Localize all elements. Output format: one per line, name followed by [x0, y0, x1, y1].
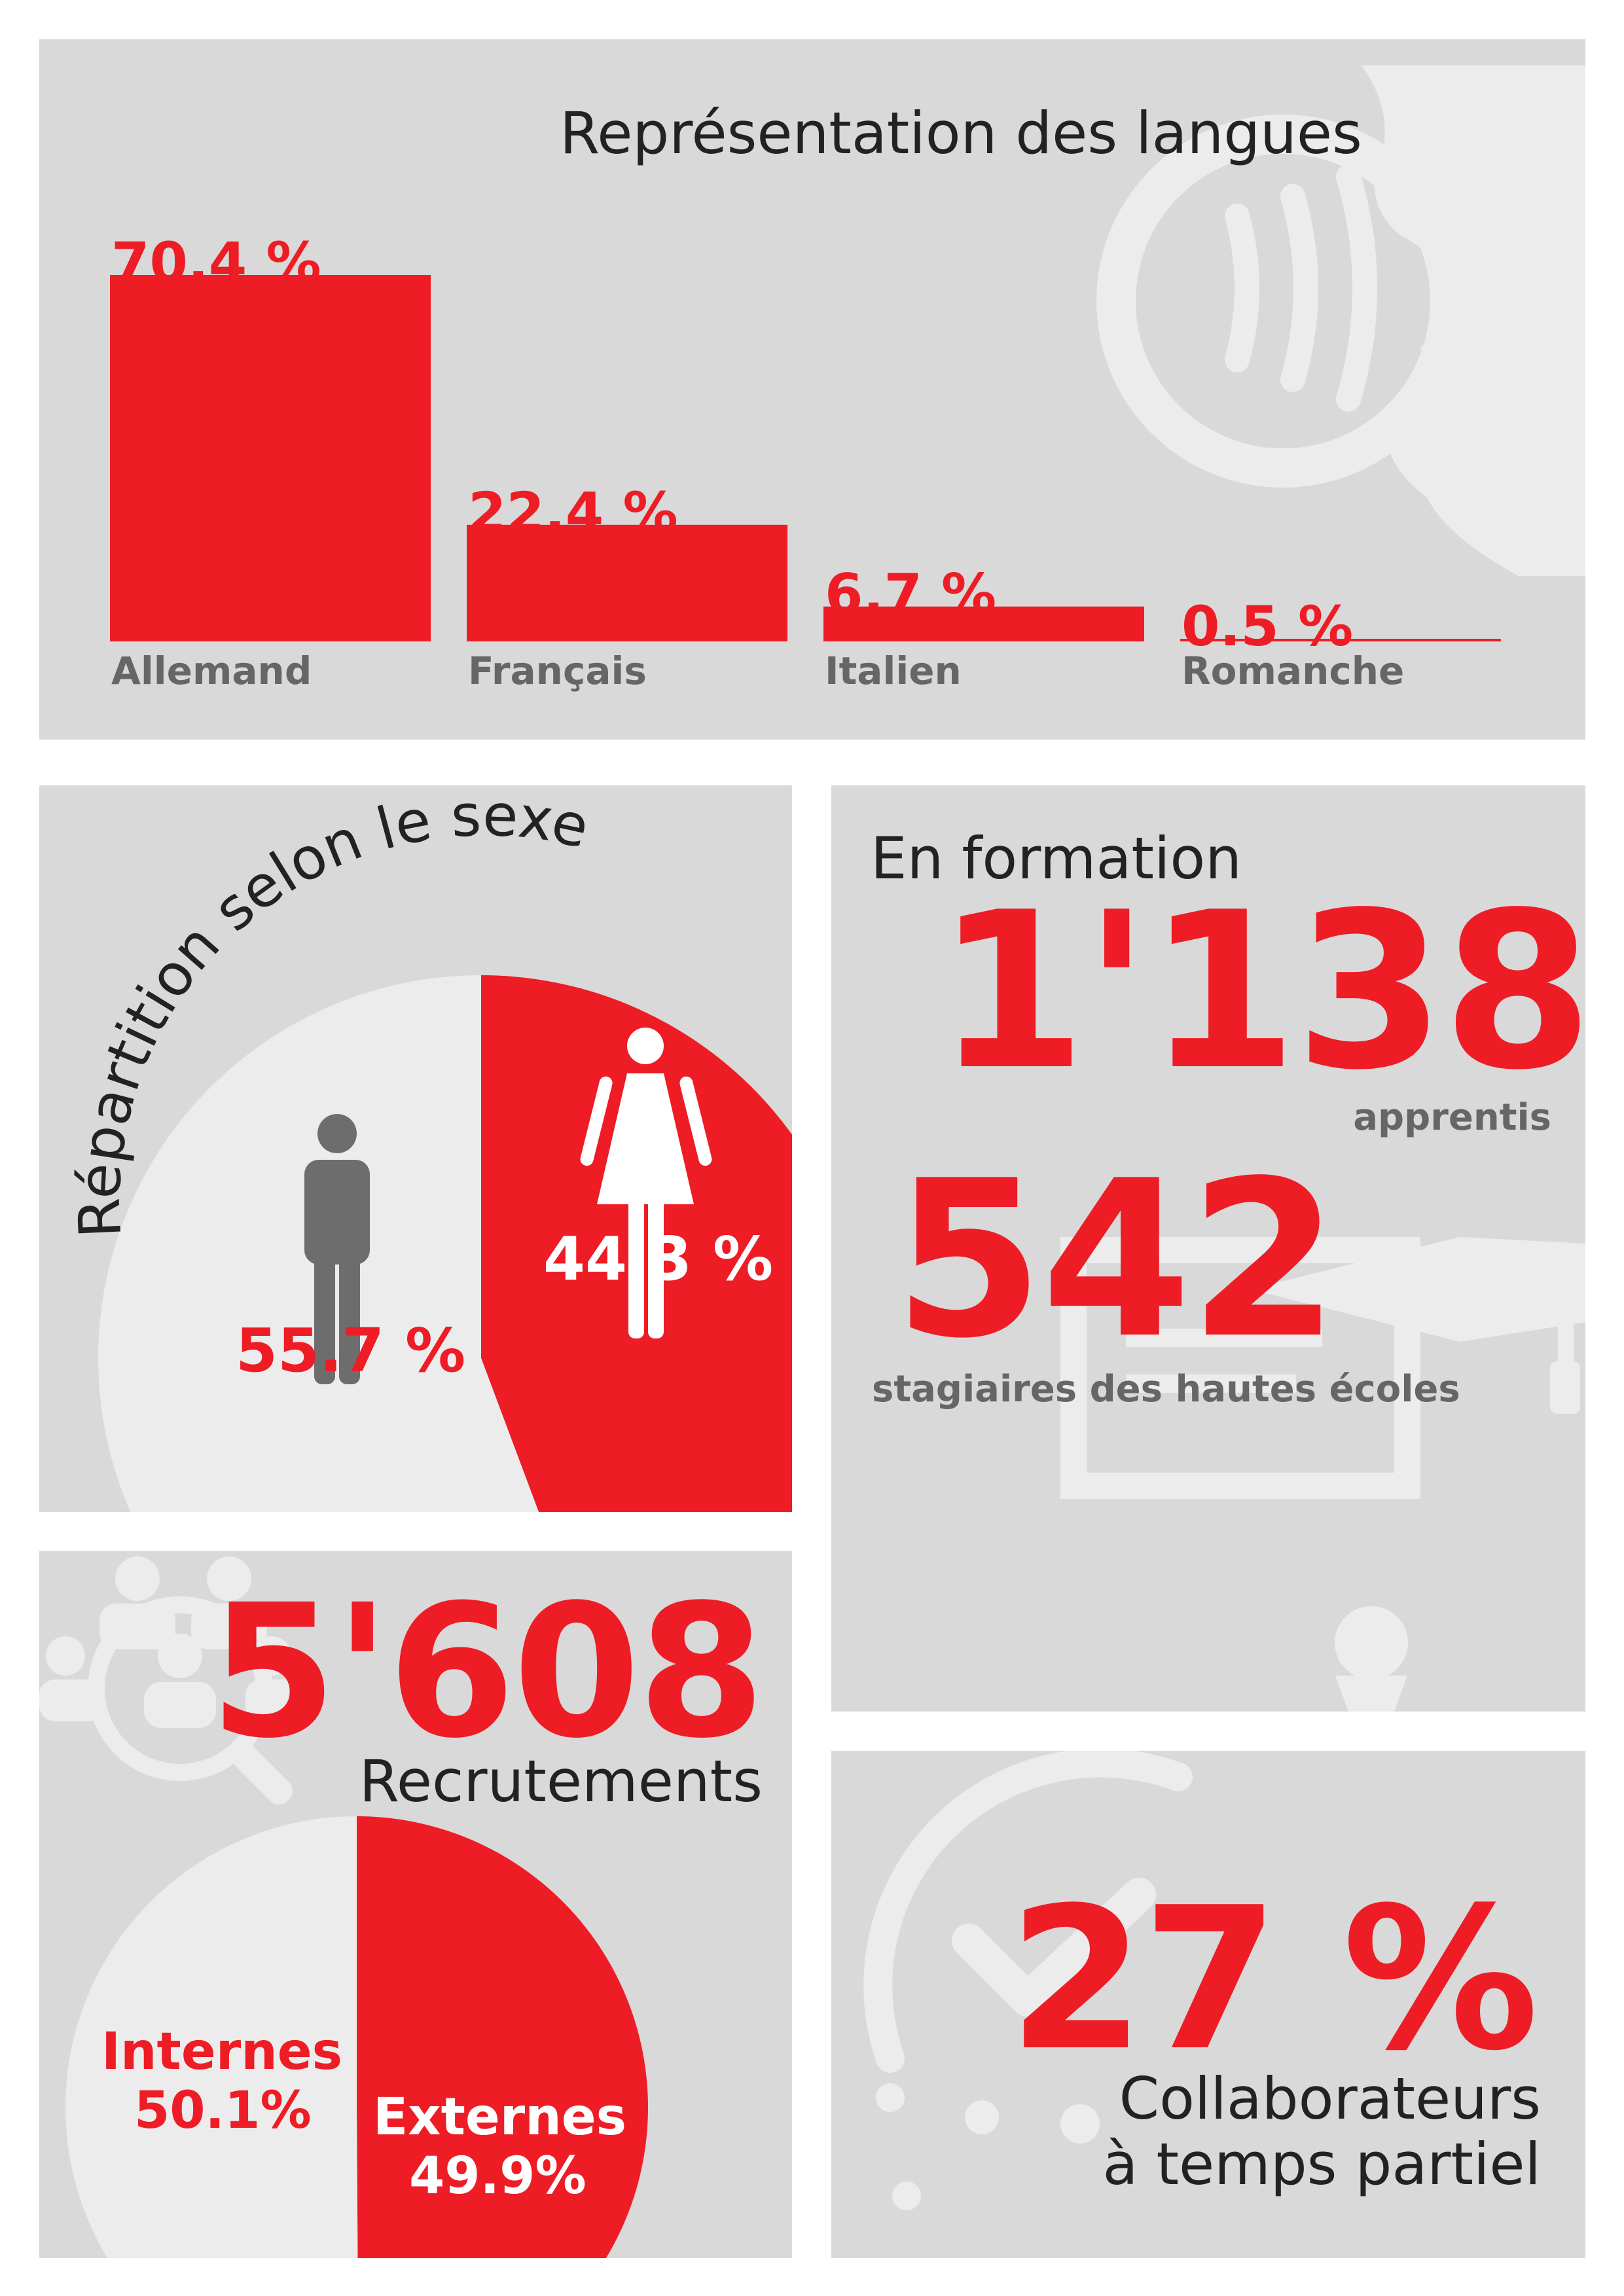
part-time-value: 27 %: [1008, 1865, 1539, 2094]
bar-value-label: 0.5 %: [1182, 594, 1353, 658]
pie-slice-external: [357, 1816, 648, 2258]
bar-category-label: Français: [468, 649, 647, 693]
speaking-head-icon: [1096, 65, 1585, 576]
bar-value-label: 22.4 %: [468, 480, 678, 545]
languages-title: Représentation des langues: [560, 99, 1362, 167]
women-percentage: 44.3 %: [543, 1224, 774, 1294]
training-panel: En formation 1'138 apprentis 542 stagiai…: [831, 785, 1585, 1712]
languages-bar-chart: 70.4 % Allemand 22.4 % Français 6.7 % Italien…: [110, 230, 1501, 693]
bar-allemand: [110, 275, 431, 641]
graduation-certificate-icon: [1060, 1237, 1585, 1712]
apprentices-value: 1'138: [936, 866, 1585, 1117]
apprentices-label: apprentis: [1353, 1096, 1551, 1139]
part-time-label-line2: à temps partiel: [1102, 2130, 1541, 2198]
training-title: En formation: [871, 825, 1242, 892]
bar-italien: [823, 606, 1144, 641]
bar-français: [467, 524, 787, 641]
recruitment-search-icon: [39, 1556, 311, 1805]
external-label: Externes: [373, 2088, 627, 2147]
clock-check-icon: [863, 1751, 1193, 2210]
part-time-label-line1: Collaborateurs: [1119, 2065, 1541, 2132]
bar-value-label: 6.7 %: [825, 562, 996, 626]
bar-category-label: Italien: [825, 649, 962, 693]
woman-icon: [580, 1028, 712, 1338]
men-percentage: 55.7 %: [236, 1316, 466, 1386]
bar-category-label: Allemand: [111, 649, 312, 693]
bar-romanche: [1180, 639, 1501, 641]
recruitment-label: Recrutements: [359, 1748, 763, 1815]
interns-value: 542: [893, 1134, 1339, 1386]
external-percentage: 49.9%: [409, 2147, 586, 2206]
gender-panel: Répartition selon le sexe 55.7 % 44.3 %: [39, 785, 792, 1512]
languages-panel: Représentation des langues 70.4 % Alleman…: [39, 39, 1585, 740]
man-icon: [304, 1114, 370, 1384]
recruitment-panel: 5'608 Recrutements Internes 50.1% Extern…: [39, 1551, 792, 2258]
part-time-panel: 27 % Collaborateurs à temps partiel: [831, 1751, 1585, 2258]
recruitment-value: 5'608: [209, 1566, 765, 1779]
recruitment-pie-chart: [65, 1816, 648, 2258]
gender-pie-chart: Répartition selon le sexe: [65, 785, 792, 1512]
bar-category-label: Romanche: [1182, 649, 1404, 693]
pie-slice-internal: [65, 1816, 358, 2258]
bar-value-label: 70.4 %: [111, 230, 321, 295]
internal-label: Internes: [101, 2022, 343, 2081]
interns-label: stagiaires des hautes écoles: [872, 1368, 1460, 1410]
internal-percentage: 50.1%: [134, 2081, 312, 2140]
